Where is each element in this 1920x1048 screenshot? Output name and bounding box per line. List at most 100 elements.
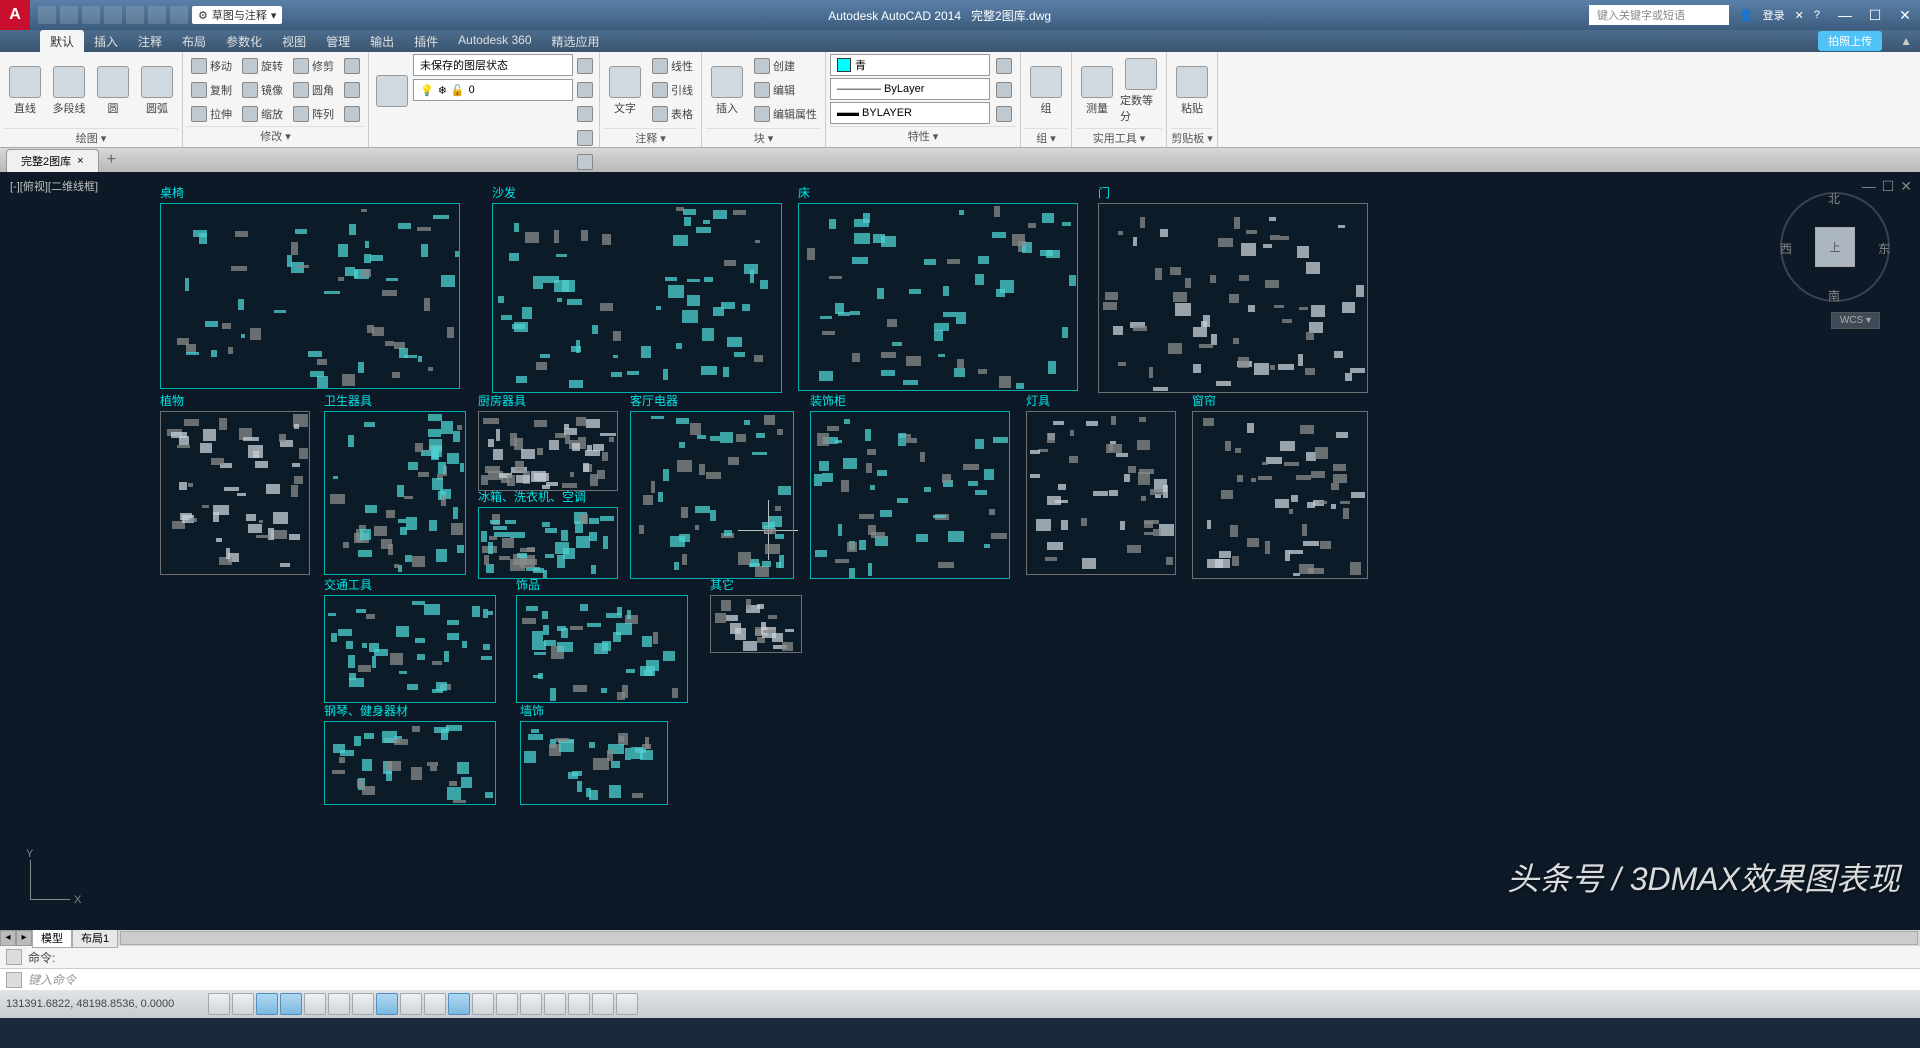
library-box[interactable] [630, 411, 794, 579]
status-toggle-13[interactable] [520, 993, 542, 1015]
panel-label[interactable]: 修改 ▾ [187, 126, 364, 145]
viewport-label[interactable]: [-][俯视][二维线框] [10, 178, 98, 194]
viewcube[interactable]: 上 北 南 东 西 [1780, 192, 1890, 302]
login-button[interactable]: 登录 [1763, 7, 1785, 23]
layer-selector[interactable]: 💡❄🔓 0 [413, 79, 573, 101]
status-toggle-0[interactable] [208, 993, 230, 1015]
ribbon-extra-icon[interactable] [340, 78, 364, 101]
layer-tool-icon[interactable] [575, 126, 595, 149]
panel-label[interactable]: 实用工具 ▾ [1076, 128, 1162, 147]
ribbon-btn-测量[interactable]: 测量 [1076, 54, 1118, 128]
command-input[interactable]: 键入命令 [28, 971, 76, 988]
status-toggle-17[interactable] [616, 993, 638, 1015]
layer-props-button[interactable] [373, 54, 411, 128]
panel-label[interactable]: 特性 ▾ [830, 126, 1016, 145]
panel-label[interactable]: 块 ▾ [706, 128, 821, 147]
ribbon-tab-5[interactable]: 视图 [272, 30, 316, 53]
status-toggle-15[interactable] [568, 993, 590, 1015]
layer-tool-icon[interactable] [575, 54, 595, 77]
qat-undo-icon[interactable] [148, 6, 166, 24]
maximize-button[interactable]: ☐ [1860, 5, 1890, 25]
close-button[interactable]: ✕ [1890, 5, 1920, 25]
library-box[interactable] [324, 411, 466, 575]
panel-label[interactable]: 剪贴板 ▾ [1171, 128, 1213, 147]
library-box[interactable] [1026, 411, 1176, 575]
status-toggle-3[interactable] [280, 993, 302, 1015]
ribbon-btn-拉伸[interactable]: 拉伸 [187, 102, 236, 125]
ribbon-btn-编辑属性[interactable]: 编辑属性 [750, 102, 821, 125]
ribbon-btn-直线[interactable]: 直线 [4, 54, 46, 128]
ribbon-tab-10[interactable]: 精选应用 [542, 30, 610, 53]
file-tab-close-icon[interactable]: × [77, 155, 83, 167]
ribbon-btn-线性[interactable]: 线性 [648, 54, 697, 77]
prop-tool-icon[interactable] [992, 102, 1016, 125]
ribbon-btn-多段线[interactable]: 多段线 [48, 54, 90, 128]
qat-redo-icon[interactable] [170, 6, 188, 24]
linetype-selector[interactable]: ———— ByLayer [830, 78, 990, 100]
ribbon-tab-4[interactable]: 参数化 [216, 30, 272, 53]
ribbon-tab-0[interactable]: 默认 [40, 30, 84, 53]
layer-tool-icon[interactable] [575, 102, 595, 125]
help-search-input[interactable]: 键入关键字或短语 [1589, 5, 1729, 25]
panel-label[interactable]: 绘图 ▾ [4, 128, 178, 147]
qat-saveas-icon[interactable] [104, 6, 122, 24]
file-tab[interactable]: 完整2图库 × [6, 149, 99, 172]
status-toggle-4[interactable] [304, 993, 326, 1015]
status-toggle-9[interactable] [424, 993, 446, 1015]
ribbon-tab-7[interactable]: 输出 [360, 30, 404, 53]
ribbon-btn-粘贴[interactable]: 粘贴 [1171, 54, 1213, 128]
drawing-canvas[interactable]: [-][俯视][二维线框] — ☐ ✕ 上 北 南 东 西 WCS ▾ X Y … [0, 172, 1920, 930]
layer-state-selector[interactable]: 未保存的图层状态 [413, 54, 573, 76]
ribbon-btn-旋转[interactable]: 旋转 [238, 54, 287, 77]
status-toggle-11[interactable] [472, 993, 494, 1015]
ribbon-btn-创建[interactable]: 创建 [750, 54, 821, 77]
status-toggle-10[interactable] [448, 993, 470, 1015]
library-box[interactable] [798, 203, 1078, 391]
scroll-left-icon[interactable]: ◂ [0, 930, 16, 946]
viewcube-west[interactable]: 西 [1780, 240, 1792, 257]
status-toggle-6[interactable] [352, 993, 374, 1015]
ribbon-btn-定数等分[interactable]: 定数等分 [1120, 54, 1162, 128]
ribbon-extra-icon[interactable] [340, 102, 364, 125]
workspace-selector[interactable]: ⚙草图与注释▾ [192, 6, 282, 24]
ribbon-btn-圆角[interactable]: 圆角 [289, 78, 338, 101]
panel-label[interactable]: 组 ▾ [1025, 128, 1067, 147]
layout-tab-布局1[interactable]: 布局1 [72, 928, 118, 948]
ribbon-btn-修剪[interactable]: 修剪 [289, 54, 338, 77]
library-box[interactable] [324, 721, 496, 805]
layer-tool-icon[interactable] [575, 78, 595, 101]
ribbon-tab-1[interactable]: 插入 [84, 30, 128, 53]
ribbon-btn-引线[interactable]: 引线 [648, 78, 697, 101]
library-box[interactable] [160, 411, 310, 575]
layout-tab-模型[interactable]: 模型 [32, 928, 72, 948]
ribbon-btn-组[interactable]: 组 [1025, 54, 1067, 128]
layer-tool-icon[interactable] [575, 150, 595, 173]
scroll-right-icon[interactable]: ▸ [16, 930, 32, 946]
ribbon-tab-8[interactable]: 插件 [404, 30, 448, 53]
status-toggle-5[interactable] [328, 993, 350, 1015]
viewcube-top-face[interactable]: 上 [1815, 227, 1855, 267]
status-toggle-16[interactable] [592, 993, 614, 1015]
file-tab-add-icon[interactable]: + [99, 148, 124, 172]
status-toggle-7[interactable] [376, 993, 398, 1015]
ribbon-btn-插入[interactable]: 插入 [706, 54, 748, 128]
library-box[interactable] [1098, 203, 1368, 393]
panel-label[interactable]: 注释 ▾ [604, 128, 697, 147]
ribbon-tab-9[interactable]: Autodesk 360 [448, 30, 541, 53]
ribbon-tab-2[interactable]: 注释 [128, 30, 172, 53]
vp-close-icon[interactable]: ✕ [1900, 178, 1912, 195]
upload-button[interactable]: 拍照上传 [1818, 31, 1882, 51]
library-box[interactable] [1192, 411, 1368, 579]
library-box[interactable] [520, 721, 668, 805]
qat-open-icon[interactable] [60, 6, 78, 24]
ribbon-btn-阵列[interactable]: 阵列 [289, 102, 338, 125]
ribbon-btn-文字[interactable]: 文字 [604, 54, 646, 128]
library-box[interactable] [516, 595, 688, 703]
ribbon-btn-圆弧[interactable]: 圆弧 [136, 54, 178, 128]
library-box[interactable] [160, 203, 460, 389]
cmd-close-icon[interactable] [6, 949, 22, 965]
app-icon[interactable]: A [0, 0, 30, 30]
qat-print-icon[interactable] [126, 6, 144, 24]
qat-save-icon[interactable] [82, 6, 100, 24]
library-box[interactable] [710, 595, 802, 653]
